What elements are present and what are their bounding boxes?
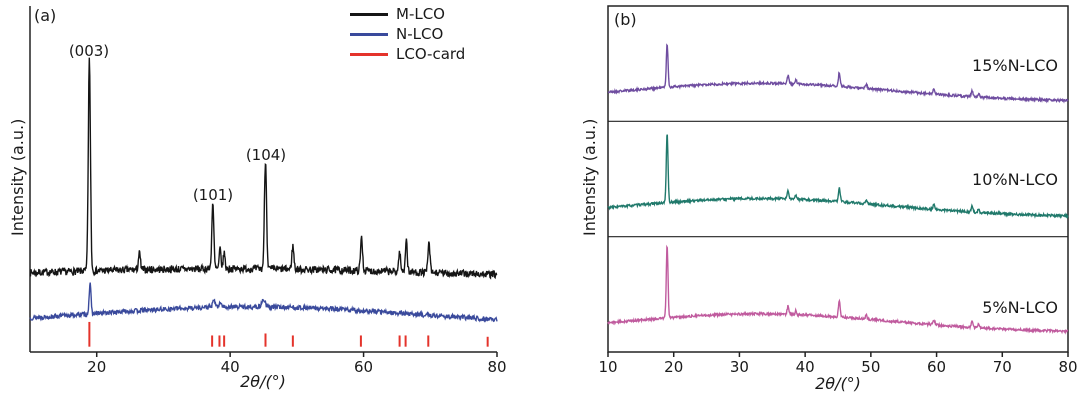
legend-label-lco-card: LCO-card	[396, 45, 466, 63]
panel-a-letter: (a)	[34, 6, 57, 25]
tick-label: 10	[598, 358, 617, 376]
panel-b-x-axis-label: 2θ/(°)	[815, 374, 861, 393]
xrd-trace-M-LCO	[29, 57, 498, 280]
panel-a-plot: 20 40 60 80	[29, 6, 507, 376]
tick-label: 20	[664, 358, 683, 376]
xrd-trace-N-LCO	[29, 282, 498, 323]
xrd-trace-15%N-LCO	[607, 43, 1069, 104]
legend-label-n-lco: N-LCO	[396, 25, 444, 43]
legend-line-swatch-m-lco	[350, 12, 388, 16]
legend-label-m-lco: M-LCO	[396, 5, 445, 23]
panel-b-plot: 10 20 30 40 50 60 70 80	[598, 5, 1078, 376]
legend-item-lco-card: LCO-card	[350, 44, 465, 64]
legend-item-n-lco: N-LCO	[350, 24, 465, 44]
xrd-trace-10%N-LCO	[607, 134, 1069, 220]
tick-label: 40	[796, 358, 815, 376]
legend-line-swatch-n-lco	[350, 32, 388, 36]
panel-b-y-axis-label: Intensity (a.u.)	[580, 118, 599, 236]
tick-label: 70	[993, 358, 1012, 376]
xrd-trace-5%N-LCO	[607, 244, 1069, 335]
series-label-5pct-n-lco: 5%N-LCO	[982, 298, 1058, 317]
tick-label: 40	[221, 358, 240, 376]
peak-annotation-101: (101)	[192, 186, 234, 204]
tick-label: 20	[87, 358, 106, 376]
panel-a-y-axis-label: Intensity (a.u.)	[8, 118, 27, 236]
legend-line-swatch-lco-card	[350, 52, 388, 56]
panel-b-letter: (b)	[614, 10, 637, 29]
tick-label: 80	[487, 358, 506, 376]
peak-annotation-104: (104)	[245, 146, 287, 164]
tick-label: 60	[927, 358, 946, 376]
tick-label: 50	[861, 358, 880, 376]
tick-label: 30	[730, 358, 749, 376]
peak-annotation-003: (003)	[68, 42, 110, 60]
tick-label: 60	[354, 358, 373, 376]
panel-a-x-axis-label: 2θ/(°)	[240, 372, 286, 391]
tick-label: 80	[1058, 358, 1077, 376]
legend-item-m-lco: M-LCO	[350, 4, 465, 24]
panel-b-frame	[607, 5, 1069, 353]
legend: M-LCO N-LCO LCO-card	[350, 4, 465, 64]
series-label-15pct-n-lco: 15%N-LCO	[972, 56, 1058, 75]
series-label-10pct-n-lco: 10%N-LCO	[972, 170, 1058, 189]
